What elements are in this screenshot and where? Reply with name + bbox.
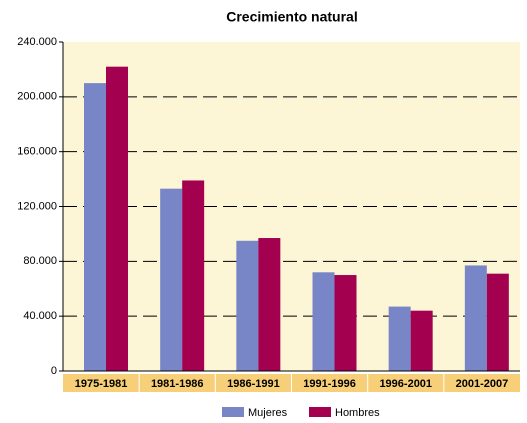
y-tick-label: 160.000 [17, 146, 57, 158]
x-tick-label: 1981-1986 [151, 378, 204, 390]
y-tick-label: 0 [51, 365, 57, 377]
bar [486, 273, 509, 371]
x-tick-label: 1986-1991 [227, 378, 280, 390]
x-tick-label: 1996-2001 [379, 378, 432, 390]
y-tick-label: 80.000 [23, 255, 57, 267]
bar [84, 83, 106, 371]
bar [464, 265, 487, 371]
y-tick-label: 200.000 [17, 91, 57, 103]
legend-label: Mujeres [248, 407, 288, 419]
bar [236, 240, 259, 371]
y-tick-label: 120.000 [17, 200, 57, 212]
bar [106, 66, 128, 372]
x-tick-label: 1975-1981 [75, 378, 128, 390]
bar [410, 310, 433, 371]
bar [334, 275, 357, 371]
legend-swatch [309, 407, 331, 417]
bar [182, 180, 205, 371]
bar [258, 238, 281, 371]
bar [160, 188, 183, 371]
legend-swatch [222, 407, 244, 417]
x-tick-label: 1991-1996 [303, 378, 356, 390]
chart-title: Crecimiento natural [226, 9, 357, 25]
legend-label: Hombres [335, 407, 380, 419]
bar [312, 272, 335, 371]
y-tick-label: 40.000 [23, 310, 57, 322]
y-tick-label: 240.000 [17, 36, 57, 48]
bar [388, 306, 411, 371]
x-tick-label: 2001-2007 [456, 378, 509, 390]
